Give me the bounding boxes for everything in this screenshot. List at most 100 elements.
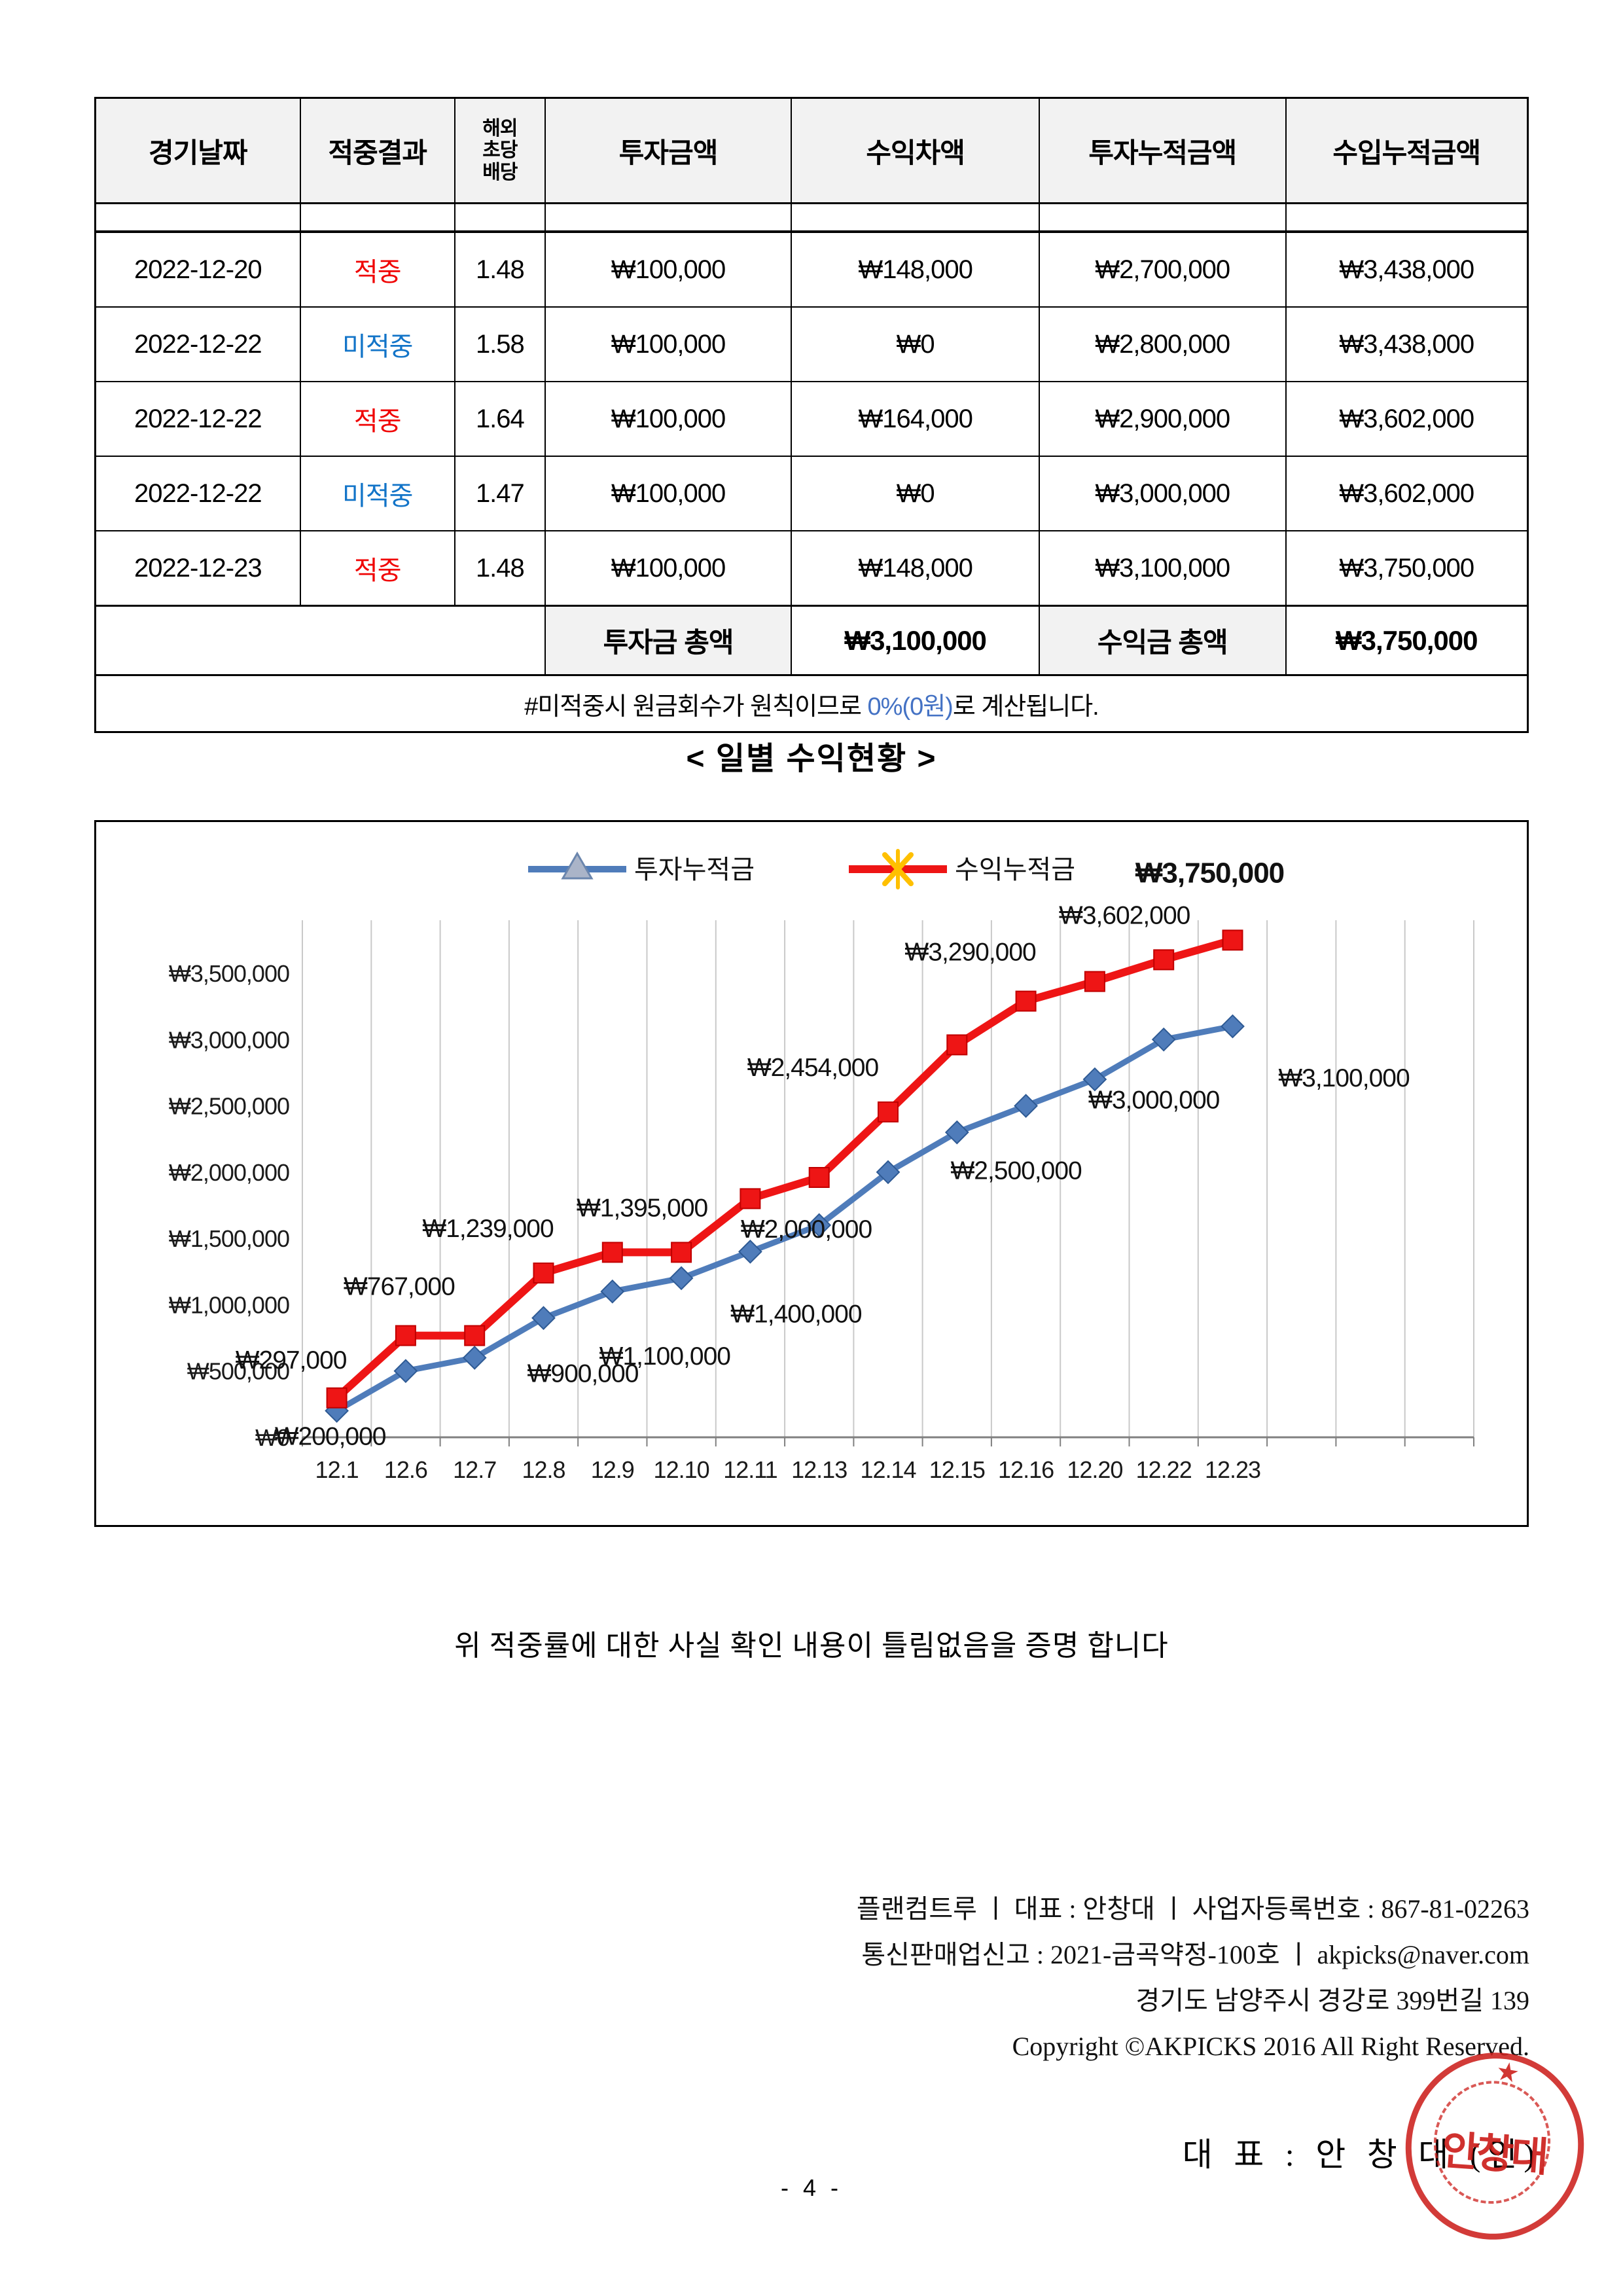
cell-result: 적중 bbox=[299, 381, 455, 457]
summary-blank-cell bbox=[94, 605, 546, 676]
cell-cum-invest: ₩3,000,000 bbox=[1039, 456, 1287, 531]
col-header-date: 경기날짜 bbox=[94, 97, 301, 204]
cell-odds: 1.64 bbox=[454, 381, 546, 457]
cell-date: 2022-12-20 bbox=[94, 231, 301, 308]
svg-text:12.23: 12.23 bbox=[1205, 1456, 1260, 1483]
cell-invest: ₩100,000 bbox=[544, 381, 793, 457]
chart-title: < 일별 수익현황 > bbox=[686, 742, 937, 776]
svg-text:₩500,000: ₩500,000 bbox=[187, 1358, 289, 1385]
svg-text:₩900,000: ₩900,000 bbox=[527, 1360, 639, 1388]
svg-text:12.1: 12.1 bbox=[315, 1456, 359, 1483]
svg-text:₩3,290,000: ₩3,290,000 bbox=[904, 939, 1036, 967]
svg-text:12.15: 12.15 bbox=[929, 1456, 985, 1483]
table-row: 2022-12-22 미적중 1.47 ₩100,000 ₩0 ₩3,000,0… bbox=[94, 456, 1529, 531]
cell-profit: ₩0 bbox=[791, 306, 1041, 382]
company-info-line1: 플랜컴트루 ㅣ 대표 : 안창대 ㅣ 사업자등록번호 : 867-81-0226… bbox=[856, 1894, 1529, 1924]
profit-line-chart: ₩0 ₩500,000 ₩1,000,000 ₩1,500,000 ₩2,000,000… bbox=[169, 849, 1474, 1483]
table-row: 2022-12-23 적중 1.48 ₩100,000 ₩148,000 ₩3,… bbox=[94, 530, 1529, 607]
svg-text:12.10: 12.10 bbox=[654, 1456, 709, 1483]
cell-odds: 1.47 bbox=[454, 456, 546, 531]
cell-odds: 1.48 bbox=[454, 231, 546, 308]
cell-profit: ₩148,000 bbox=[791, 530, 1041, 607]
svg-text:12.7: 12.7 bbox=[453, 1456, 496, 1483]
certification-text: 위 적중률에 대한 사실 확인 내용이 틀림없음을 증명 합니다 bbox=[454, 1630, 1169, 1662]
svg-text:₩3,100,000: ₩3,100,000 bbox=[1278, 1064, 1410, 1092]
profit-chart-box: ₩0 ₩500,000 ₩1,000,000 ₩1,500,000 ₩2,000,000… bbox=[94, 820, 1529, 1527]
table-row: 2022-12-22 미적중 1.58 ₩100,000 ₩0 ₩2,800,0… bbox=[94, 306, 1529, 382]
svg-text:₩1,239,000: ₩1,239,000 bbox=[422, 1215, 554, 1243]
svg-text:₩1,400,000: ₩1,400,000 bbox=[730, 1300, 862, 1328]
svg-text:12.6: 12.6 bbox=[384, 1456, 427, 1483]
cell-cum-income: ₩3,438,000 bbox=[1285, 231, 1529, 308]
cell-cum-income: ₩3,602,000 bbox=[1285, 381, 1529, 457]
svg-text:₩200,000: ₩200,000 bbox=[275, 1423, 386, 1451]
cell-cum-invest: ₩3,100,000 bbox=[1039, 530, 1287, 607]
svg-text:₩3,602,000: ₩3,602,000 bbox=[1059, 901, 1190, 929]
col-header-odds: 해외 초당 배당 bbox=[454, 97, 546, 204]
col-header-cum-income: 수입누적금액 bbox=[1285, 97, 1529, 204]
cell-invest: ₩100,000 bbox=[544, 306, 793, 382]
svg-text:₩3,000,000: ₩3,000,000 bbox=[1088, 1086, 1220, 1114]
table-row: 2022-12-22 적중 1.64 ₩100,000 ₩164,000 ₩2,… bbox=[94, 381, 1529, 457]
svg-text:₩2,000,000: ₩2,000,000 bbox=[169, 1159, 289, 1186]
col-header-cum-invest: 투자누적금액 bbox=[1039, 97, 1287, 204]
cell-date: 2022-12-23 bbox=[94, 530, 301, 607]
svg-text:투자누적금: 투자누적금 bbox=[634, 855, 755, 884]
cell-result: 적중 bbox=[299, 231, 455, 308]
cell-cum-invest: ₩2,800,000 bbox=[1039, 306, 1287, 382]
representative-signature: 대 표 : 안 창 대 (인) bbox=[1182, 2136, 1541, 2173]
cell-invest: ₩100,000 bbox=[544, 456, 793, 531]
page-number: - 4 - bbox=[780, 2174, 842, 2201]
cell-profit: ₩0 bbox=[791, 456, 1041, 531]
company-info-line3: 경기도 남양주시 경강로 399번길 139 bbox=[1135, 1986, 1529, 2015]
svg-text:₩1,000,000: ₩1,000,000 bbox=[169, 1291, 289, 1318]
cell-cum-income: ₩3,750,000 bbox=[1285, 530, 1529, 607]
svg-text:₩767,000: ₩767,000 bbox=[344, 1273, 455, 1301]
cell-profit: ₩164,000 bbox=[791, 381, 1041, 457]
results-table: 경기날짜 적중결과 해외 초당 배당 투자금액 수익차액 투자누적금액 수입누적… bbox=[94, 97, 1529, 733]
copyright-line: Copyright ©AKPICKS 2016 All Right Reserv… bbox=[1012, 2032, 1529, 2061]
company-info-line2: 통신판매업신고 : 2021-금곡약정-100호 ㅣ akpicks@naver… bbox=[861, 1940, 1529, 1969]
svg-text:12.11: 12.11 bbox=[723, 1456, 777, 1483]
cell-date: 2022-12-22 bbox=[94, 456, 301, 531]
cell-cum-income: ₩3,438,000 bbox=[1285, 306, 1529, 382]
svg-text:₩1,500,000: ₩1,500,000 bbox=[169, 1225, 289, 1252]
income-total-value: ₩3,750,000 bbox=[1285, 605, 1529, 676]
company-info: 플랜컴트루 ㅣ 대표 : 안창대 ㅣ 사업자등록번호 : 867-81-0226… bbox=[857, 1886, 1529, 2070]
cell-profit: ₩148,000 bbox=[791, 231, 1041, 308]
col-header-invest: 투자금액 bbox=[544, 97, 793, 204]
income-total-label: 수익금 총액 bbox=[1039, 605, 1287, 676]
spacer-row bbox=[94, 202, 1529, 233]
note-suffix: 로 계산됩니다. bbox=[952, 692, 1099, 721]
cell-result: 미적중 bbox=[299, 306, 455, 382]
cell-odds: 1.58 bbox=[454, 306, 546, 382]
cell-result: 미적중 bbox=[299, 456, 455, 531]
svg-text:₩297,000: ₩297,000 bbox=[236, 1346, 347, 1374]
svg-text:₩2,500,000: ₩2,500,000 bbox=[169, 1093, 289, 1120]
cell-invest: ₩100,000 bbox=[544, 530, 793, 607]
svg-text:12.8: 12.8 bbox=[522, 1456, 565, 1483]
svg-text:₩3,500,000: ₩3,500,000 bbox=[169, 960, 289, 987]
cell-result: 적중 bbox=[299, 530, 455, 607]
svg-text:₩0: ₩0 bbox=[255, 1424, 289, 1451]
svg-text:수익누적금: 수익누적금 bbox=[955, 855, 1075, 884]
cell-date: 2022-12-22 bbox=[94, 306, 301, 382]
table-note: #미적중시 원금회수가 원칙이므로 0%(0원)로 계산됩니다. bbox=[94, 674, 1529, 733]
table-header-row: 경기날짜 적중결과 해외 초당 배당 투자금액 수익차액 투자누적금액 수입누적… bbox=[94, 97, 1529, 204]
svg-text:12.16: 12.16 bbox=[998, 1456, 1054, 1483]
note-highlight: 0%(0원) bbox=[867, 692, 954, 721]
col-header-result: 적중결과 bbox=[299, 97, 455, 204]
invest-total-value: ₩3,100,000 bbox=[791, 605, 1041, 676]
svg-text:₩3,750,000: ₩3,750,000 bbox=[1135, 857, 1284, 889]
svg-text:12.9: 12.9 bbox=[591, 1456, 634, 1483]
note-prefix: #미적중시 원금회수가 원칙이므로 bbox=[524, 692, 868, 721]
svg-text:12.13: 12.13 bbox=[791, 1456, 847, 1483]
svg-text:12.14: 12.14 bbox=[860, 1456, 916, 1483]
cell-date: 2022-12-22 bbox=[94, 381, 301, 457]
cell-odds: 1.48 bbox=[454, 530, 546, 607]
svg-text:₩2,500,000: ₩2,500,000 bbox=[950, 1157, 1082, 1185]
svg-text:12.22: 12.22 bbox=[1136, 1456, 1192, 1483]
svg-text:12.20: 12.20 bbox=[1067, 1456, 1122, 1483]
cell-cum-income: ₩3,602,000 bbox=[1285, 456, 1529, 531]
